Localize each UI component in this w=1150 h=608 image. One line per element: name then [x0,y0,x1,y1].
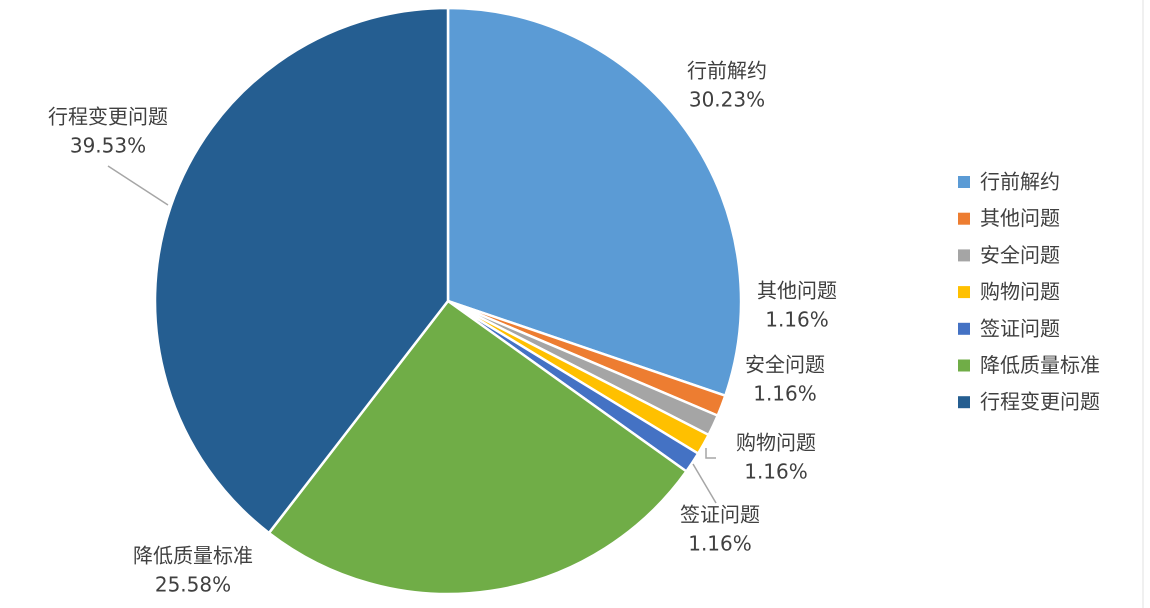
pie [153,6,743,596]
legend-swatch [958,286,970,299]
label-name: 其他问题 [757,279,837,303]
label-name: 行前解约 [687,59,767,83]
legend-label: 行前解约 [980,170,1060,194]
label-name: 购物问题 [736,431,816,455]
legend-label: 行程变更问题 [980,390,1100,414]
label-name: 降低质量标准 [133,544,253,568]
legend-swatch [958,322,970,335]
pie-slice [267,299,689,596]
legend-label: 降低质量标准 [980,353,1100,377]
legend-label: 签证问题 [980,316,1060,340]
leader-line [107,165,169,206]
legend-swatch [958,176,970,188]
legend-label: 其他问题 [980,206,1060,230]
label-value: 1.16% [744,460,808,484]
legend-label: 安全问题 [980,243,1060,267]
label-value: 39.53% [70,134,146,158]
leader-line [705,448,716,459]
legend-swatch [958,359,970,372]
legend-label: 购物问题 [980,280,1060,304]
legend-swatch [958,249,970,262]
label-value: 30.23% [689,88,765,112]
data-labels: 行前解约 30.23% 其他问题 1.16% 安全问题 1.16% 购物问题 1.16% 签证问… [48,59,837,597]
pie-slice [446,6,743,398]
leader-line [692,463,717,504]
label-value: 1.16% [688,532,752,556]
label-name: 行程变更问题 [48,105,168,129]
label-value: 1.16% [765,308,829,332]
label-name: 签证问题 [680,503,760,527]
pie-slice [153,6,450,535]
legend-swatch [958,396,970,409]
label-value: 25.58% [155,573,231,597]
label-value: 1.16% [753,382,817,406]
legend-swatch [958,212,970,225]
label-name: 安全问题 [745,353,825,377]
